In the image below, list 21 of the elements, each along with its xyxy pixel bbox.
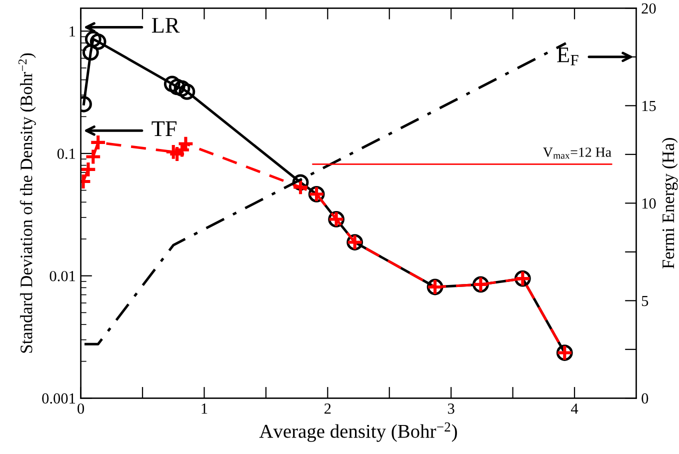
x-tick-label: 1	[202, 404, 208, 414]
x-tick-label: 3	[448, 404, 454, 414]
y2-tick-label: 0	[642, 393, 648, 404]
y2-tick-label: 5	[642, 296, 648, 306]
x-tick-label: 0	[78, 403, 84, 414]
y-tick-label: 1	[70, 26, 76, 36]
x-axis-title: Average density (Bohr$^{−2}$)	[259, 422, 457, 442]
y2-tick-label: 20	[642, 3, 656, 14]
y2-tick-label: 10	[642, 198, 656, 209]
y2-tick-label: 15	[642, 100, 656, 112]
y-tick-label: 0.01	[50, 270, 76, 282]
annotation: V$_{max}$=12 Ha	[543, 148, 612, 159]
annotation: LR	[152, 18, 180, 33]
annotation: TF	[152, 121, 176, 136]
y-tick-label: 0.001	[42, 393, 76, 404]
y-axis-title: Standard Deviation of the Density (Bohr$^{−2}$)	[18, 53, 36, 353]
x-tick-label: 2	[324, 404, 331, 414]
y-tick-label: 0.1	[57, 148, 76, 159]
x-tick-label: 4	[570, 404, 578, 414]
y2-axis-title: Fermi Energy (Ha)	[662, 138, 678, 269]
annotation: E$_{F}$	[557, 48, 578, 66]
